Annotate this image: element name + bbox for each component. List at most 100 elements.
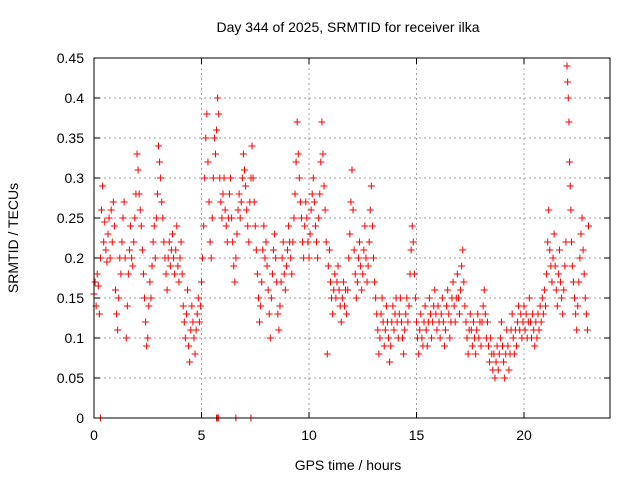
data-point: [349, 206, 357, 214]
data-point: [176, 254, 184, 262]
data-point: [177, 238, 185, 246]
y-tick-label: 0.2: [65, 250, 85, 266]
data-point: [566, 182, 574, 190]
data-point: [535, 326, 543, 334]
data-point: [400, 350, 408, 358]
data-point: [137, 222, 145, 230]
data-point: [407, 246, 415, 254]
data-point: [564, 78, 572, 86]
data-point: [533, 334, 541, 342]
data-point: [365, 238, 373, 246]
data-point: [480, 286, 488, 294]
data-point: [474, 310, 482, 318]
data-point: [219, 190, 227, 198]
data-point: [540, 286, 548, 294]
data-point: [180, 318, 188, 326]
data-point: [561, 262, 569, 270]
data-point: [475, 334, 483, 342]
data-point: [302, 198, 310, 206]
data-point: [110, 222, 118, 230]
data-point: [539, 310, 547, 318]
data-point: [93, 270, 101, 278]
data-point: [189, 318, 197, 326]
data-point: [252, 246, 260, 254]
data-point: [278, 254, 286, 262]
data-point: [218, 214, 226, 222]
data-point: [210, 134, 218, 142]
data-point: [358, 286, 366, 294]
data-point: [133, 150, 141, 158]
data-point: [545, 206, 553, 214]
data-point: [310, 198, 318, 206]
data-point: [335, 286, 343, 294]
data-point: [233, 230, 241, 238]
data-point: [199, 254, 207, 262]
data-point: [486, 358, 494, 366]
data-point: [578, 214, 586, 222]
data-point: [185, 342, 193, 350]
data-point: [357, 262, 365, 270]
data-point: [504, 342, 512, 350]
data-point: [122, 334, 130, 342]
data-point: [543, 270, 551, 278]
x-axis-label: GPS time / hours: [295, 457, 402, 473]
data-point: [231, 278, 239, 286]
data-point: [405, 302, 413, 310]
data-point: [351, 270, 359, 278]
data-point: [402, 310, 410, 318]
grid-lines: [94, 58, 610, 418]
data-point: [129, 262, 137, 270]
data-point: [564, 94, 572, 102]
data-point: [215, 110, 223, 118]
data-point: [237, 198, 245, 206]
data-point: [152, 214, 160, 222]
data-point: [396, 294, 404, 302]
data-point: [149, 238, 157, 246]
data-point: [389, 302, 397, 310]
data-point: [254, 294, 262, 302]
data-point: [418, 334, 426, 342]
data-point: [319, 150, 327, 158]
data-point: [574, 302, 582, 310]
data-point: [251, 222, 259, 230]
data-point: [128, 254, 136, 262]
data-point: [108, 238, 116, 246]
data-point: [229, 238, 237, 246]
data-point: [99, 182, 107, 190]
data-point: [91, 278, 99, 286]
data-point: [227, 174, 235, 182]
data-point: [262, 238, 270, 246]
data-point: [359, 270, 367, 278]
data-point: [571, 294, 579, 302]
data-point: [139, 270, 147, 278]
data-point: [573, 326, 581, 334]
data-point: [127, 222, 135, 230]
data-point: [166, 262, 174, 270]
data-point: [468, 342, 476, 350]
data-point: [522, 310, 530, 318]
data-point: [284, 246, 291, 254]
data-point: [462, 318, 470, 326]
data-point: [491, 374, 499, 382]
data-point: [141, 294, 149, 302]
data-point: [554, 270, 562, 278]
data-point: [431, 286, 439, 294]
data-point: [460, 278, 468, 286]
data-point: [337, 318, 345, 326]
data-point: [170, 254, 178, 262]
data-point: [303, 214, 311, 222]
data-point: [145, 302, 153, 310]
data-point: [157, 174, 165, 182]
data-point: [209, 174, 217, 182]
data-point: [201, 174, 209, 182]
data-point: [193, 310, 201, 318]
data-point: [307, 206, 315, 214]
data-point: [362, 254, 370, 262]
data-point: [289, 238, 297, 246]
data-point: [550, 230, 558, 238]
data-point: [211, 150, 219, 158]
data-point: [453, 270, 461, 278]
data-point: [293, 118, 301, 126]
data-point: [241, 166, 248, 174]
